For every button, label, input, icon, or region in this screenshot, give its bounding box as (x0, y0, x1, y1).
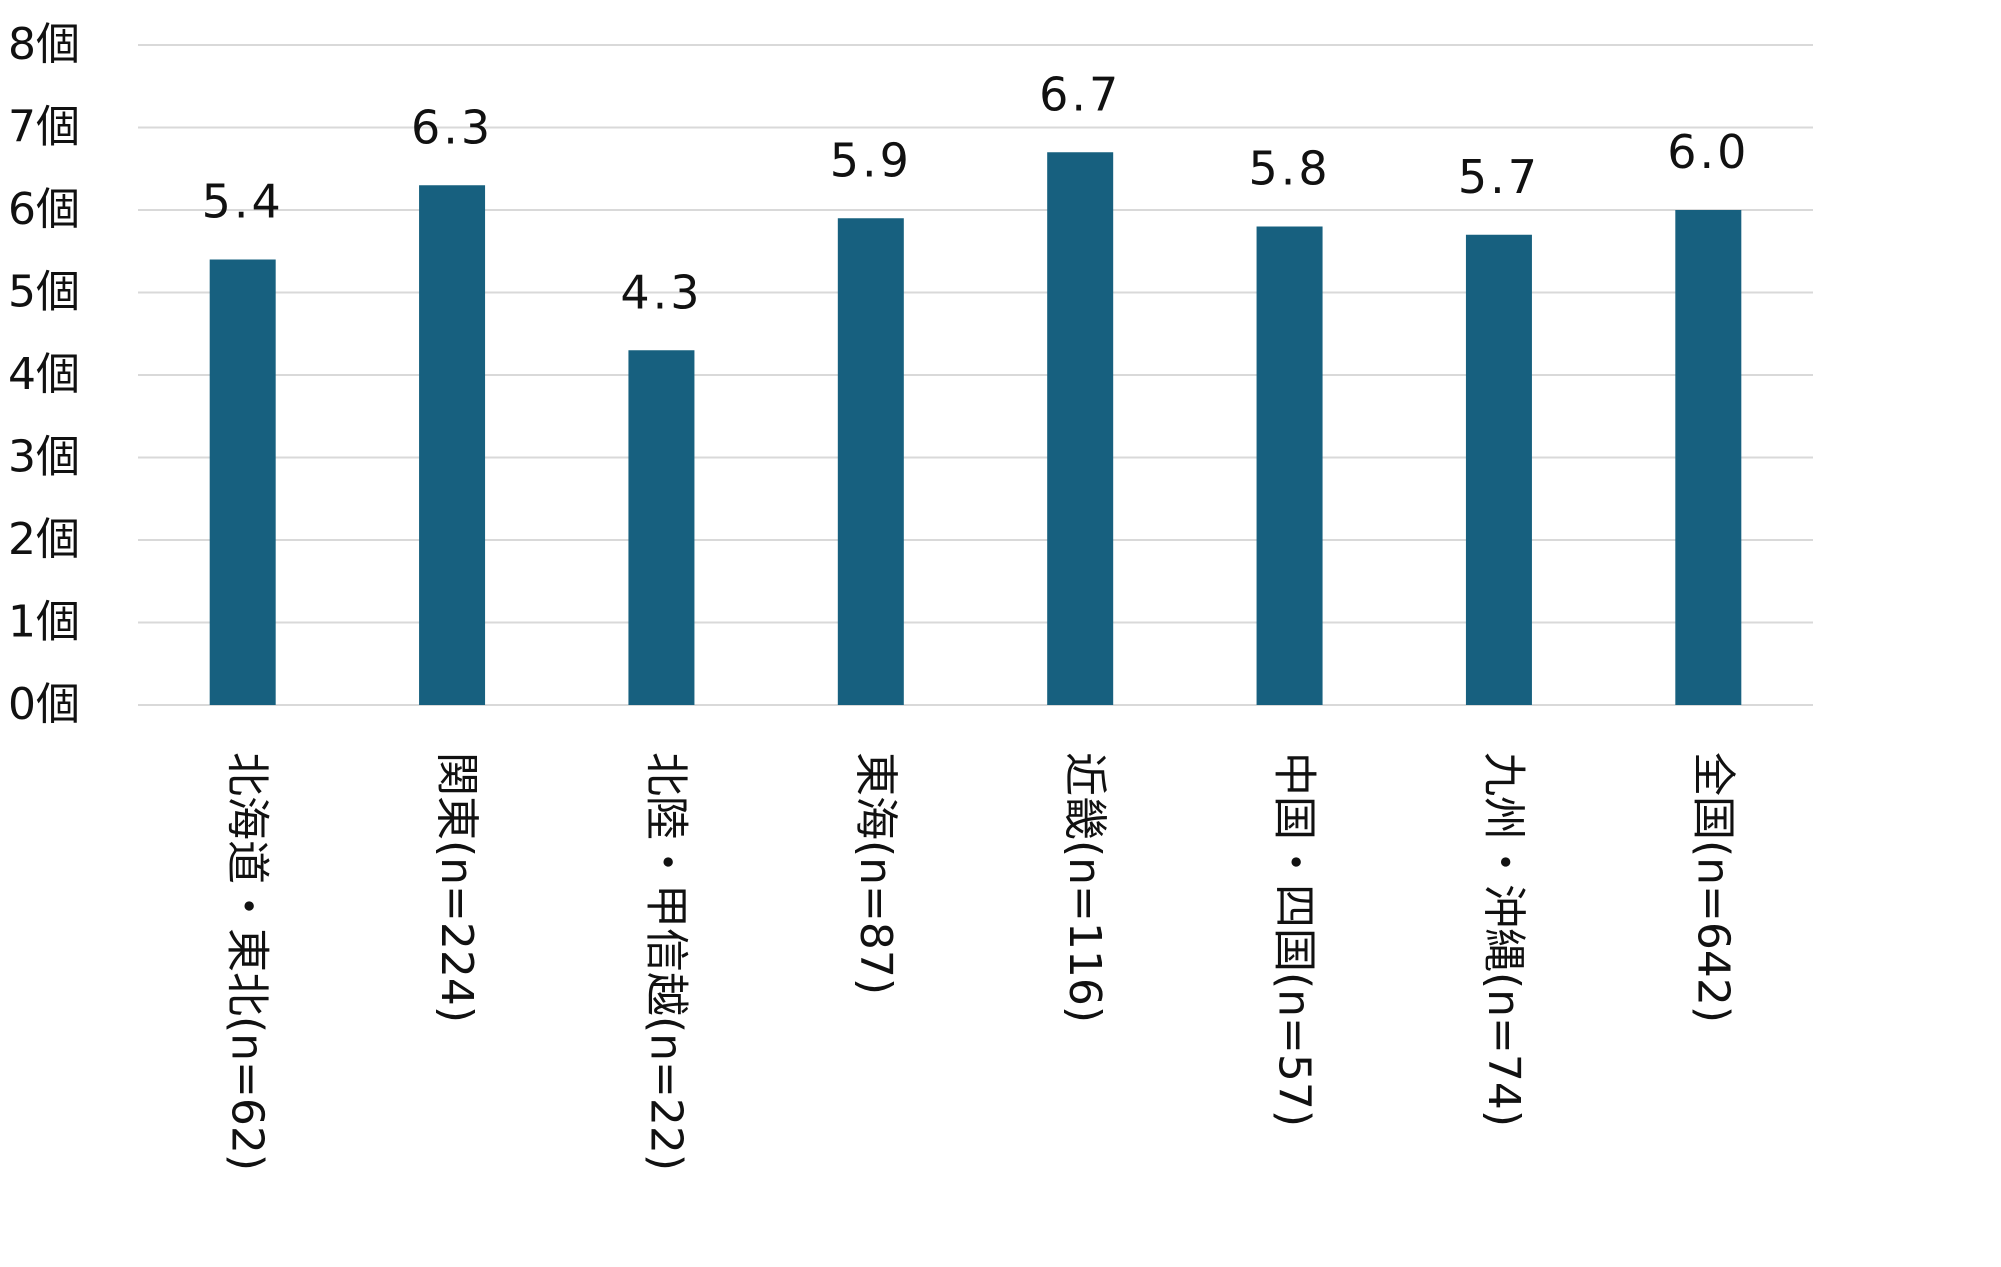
y-tick-label: 1個 (8, 597, 80, 648)
x-axis-ticks: 北海道・東北(n=62) 関東(n=224) 北陸・甲信越(n=22) 東海(n=87… (222, 752, 1739, 1171)
y-tick-label: 4個 (8, 349, 80, 400)
bar (628, 350, 695, 705)
x-tick-label: 九州・沖縄(n=74) (1478, 752, 1529, 1127)
y-tick-label: 0個 (8, 679, 80, 730)
data-label: 6.3 (411, 100, 493, 154)
y-tick-label: 2個 (8, 514, 80, 565)
data-label: 5.4 (202, 175, 284, 229)
x-tick-label: 北海道・東北(n=62) (222, 752, 273, 1171)
x-tick-label: 中国・四国(n=57) (1269, 752, 1320, 1127)
y-tick-label: 7個 (8, 102, 80, 153)
x-tick-label: 北陸・甲信越(n=22) (640, 752, 691, 1171)
bar (1047, 152, 1114, 705)
y-axis-ticks: 0個 1個 2個 3個 4個 5個 6個 7個 8個 (8, 19, 80, 730)
x-tick-label: 関東(n=224) (431, 752, 482, 1023)
y-tick-label: 8個 (8, 19, 80, 70)
x-tick-label: 全国(n=642) (1687, 752, 1738, 1023)
data-label: 4.3 (620, 265, 702, 319)
bar (1675, 210, 1742, 705)
data-label: 6.0 (1667, 125, 1749, 179)
y-tick-label: 6個 (8, 184, 80, 235)
x-tick-label: 東海(n=87) (850, 752, 901, 995)
data-label: 5.7 (1458, 150, 1540, 204)
data-labels: 5.4 6.3 4.3 5.9 6.7 5.8 5.7 6.0 (202, 67, 1749, 319)
x-tick-label: 近畿(n=116) (1059, 752, 1110, 1023)
y-tick-label: 3個 (8, 432, 80, 483)
bar (419, 185, 486, 705)
bars (209, 152, 1742, 705)
bar (1465, 234, 1532, 705)
data-label: 6.7 (1039, 67, 1121, 121)
data-label: 5.9 (830, 133, 912, 187)
gridlines (138, 44, 1813, 706)
bar (209, 259, 276, 705)
y-tick-label: 5個 (8, 267, 80, 318)
data-label: 5.8 (1248, 142, 1330, 196)
bar (1256, 226, 1323, 705)
bar (837, 218, 904, 705)
